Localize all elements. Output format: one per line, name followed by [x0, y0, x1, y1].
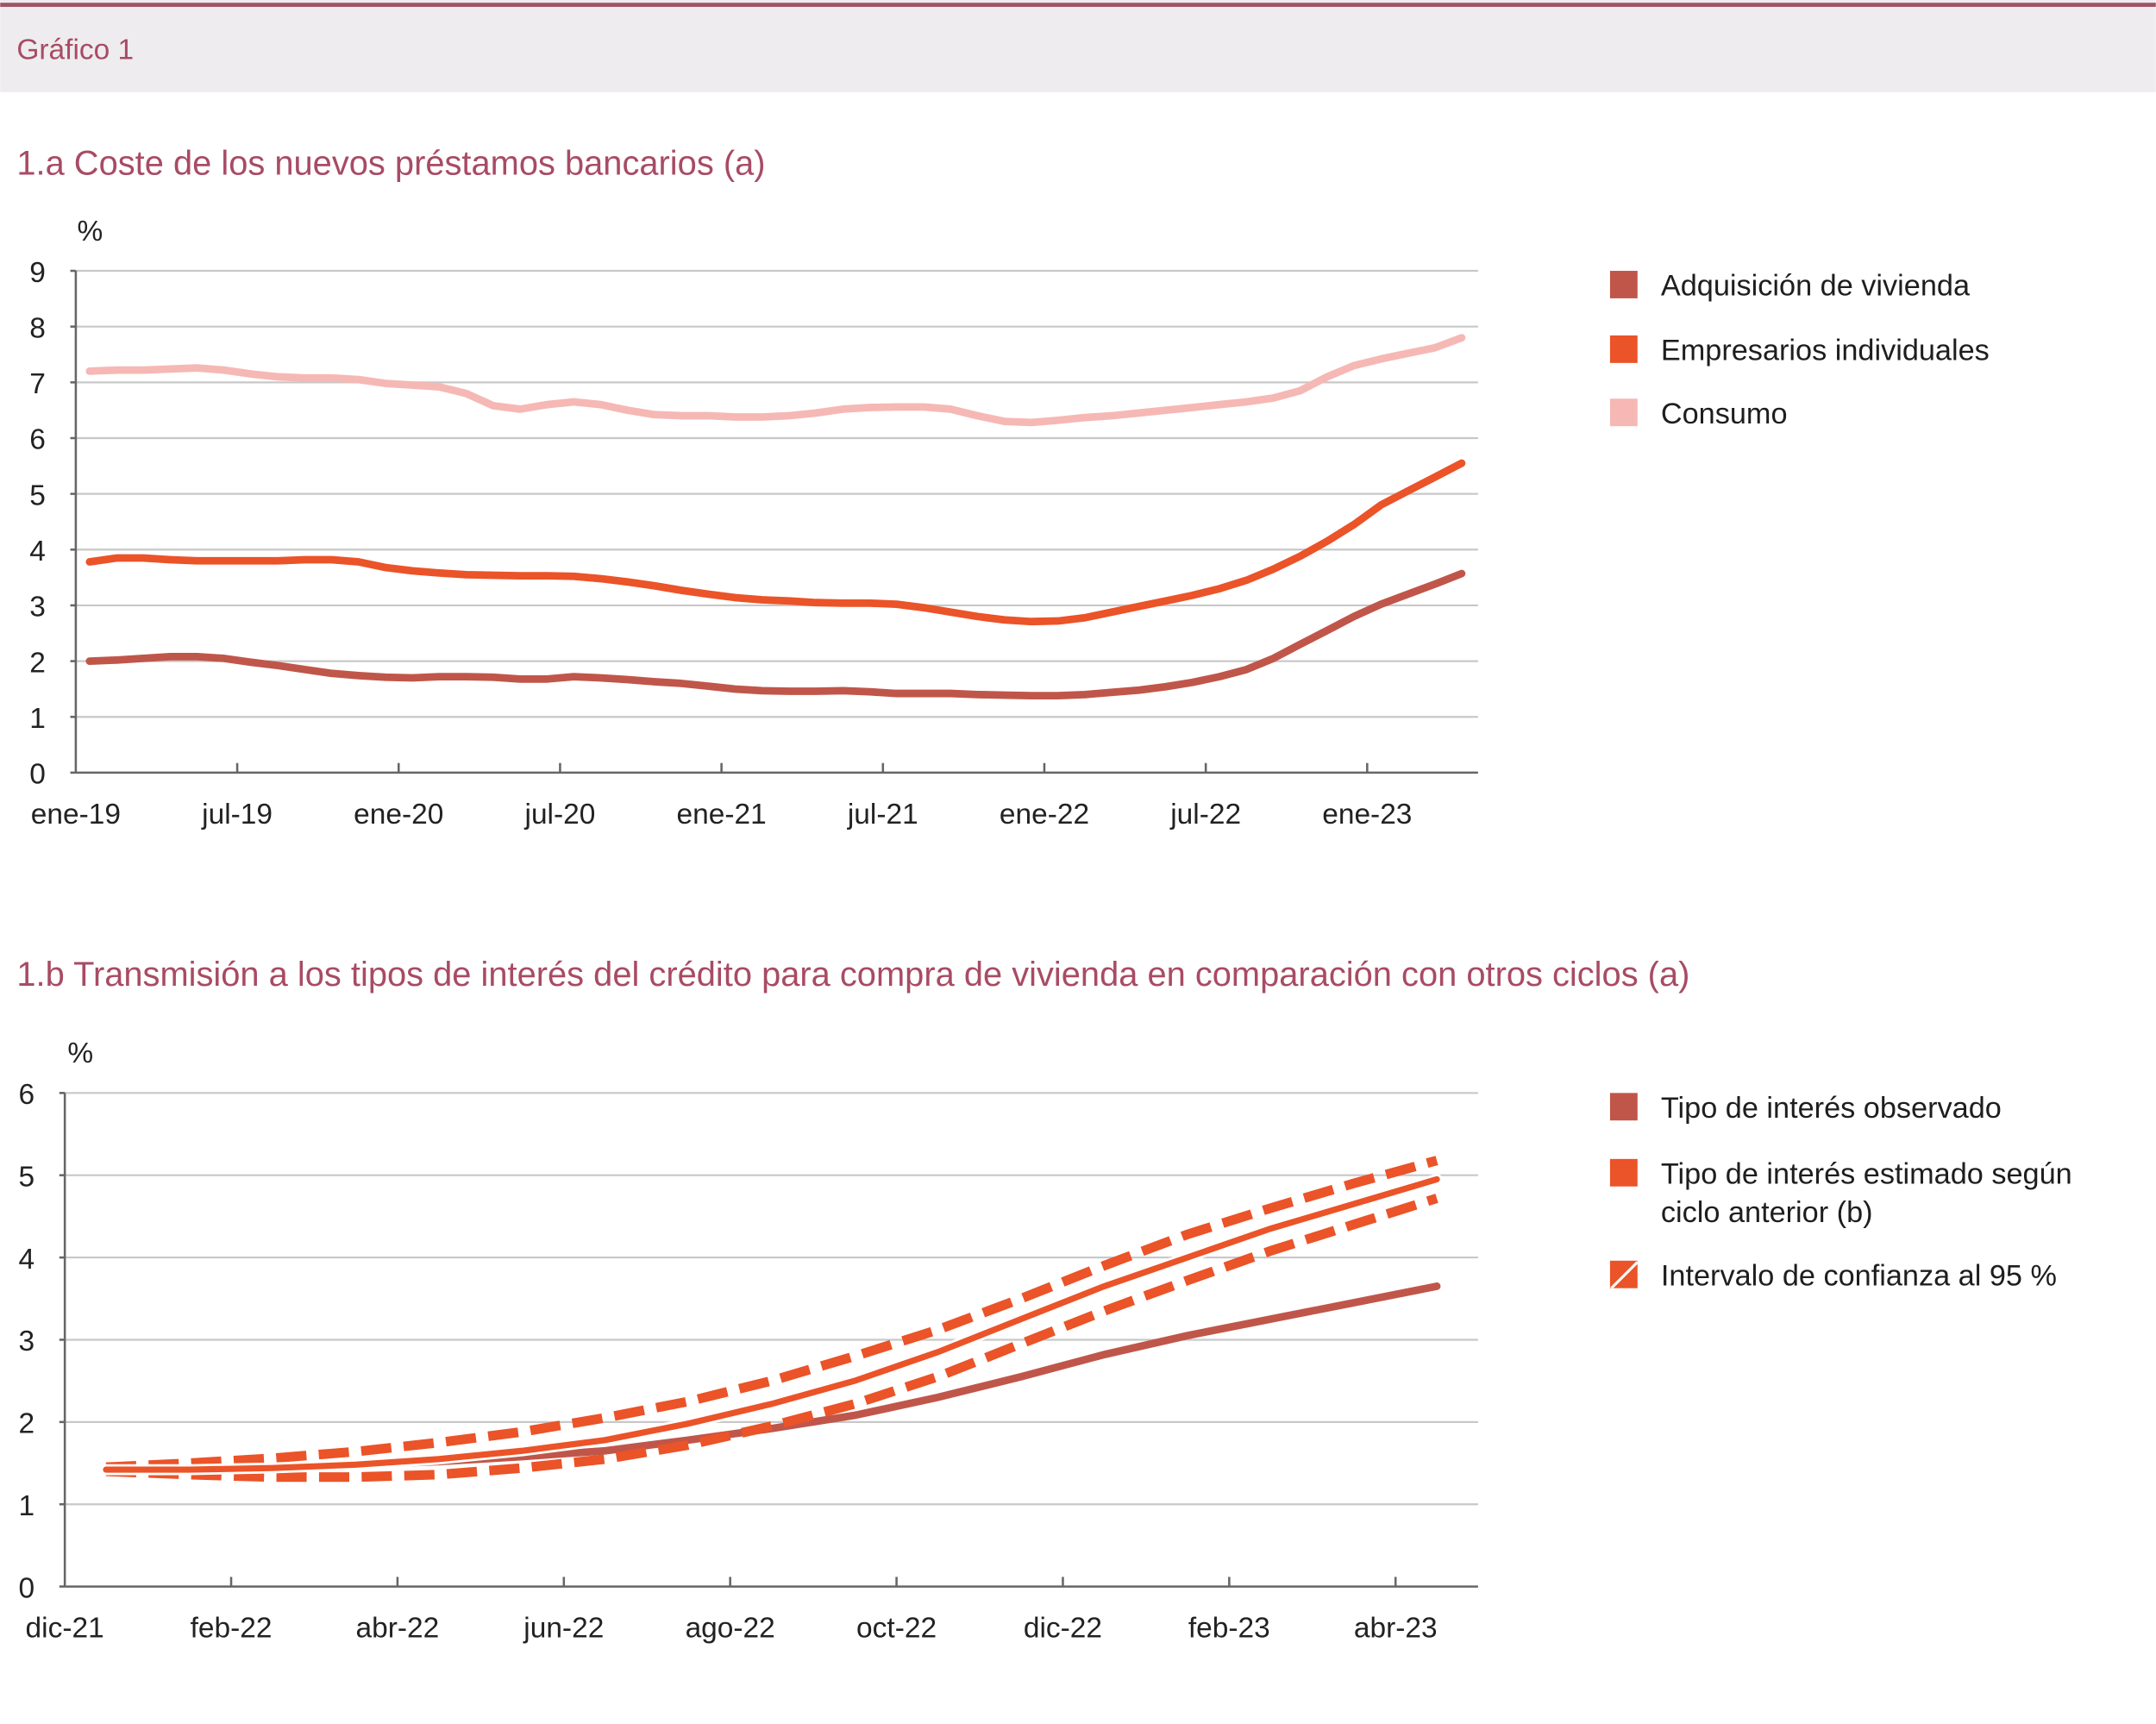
y-tick-label: 5	[18, 1161, 34, 1193]
y-tick-label: 6	[29, 424, 46, 456]
y-tick-label: 3	[29, 592, 46, 624]
series-consumo-line	[85, 334, 1466, 427]
y-tick-label: 8	[29, 312, 46, 344]
x-tick-label: jul-19	[201, 799, 273, 831]
y-tick-label: 0	[18, 1572, 34, 1604]
series-estimado-line	[103, 1175, 1440, 1473]
y-tick-label: 1	[29, 703, 46, 735]
chart-a-ylabel: %	[77, 216, 103, 248]
series-observado-line	[102, 1282, 1441, 1474]
x-tick-label: jun-22	[523, 1613, 604, 1645]
chart-b-ylabel: %	[67, 1038, 93, 1069]
x-tick-label: feb-22	[191, 1613, 273, 1645]
legend-swatch-estimado	[1609, 1158, 1638, 1187]
y-tick-label: 6	[18, 1079, 34, 1111]
y-tick-label: 7	[29, 368, 46, 400]
header-top-rule	[0, 3, 2156, 7]
y-tick-label: 9	[29, 257, 46, 289]
header-label: Gráfico 1	[16, 34, 134, 66]
confidence-upper-line	[105, 1156, 1438, 1472]
x-tick-label: ago-22	[686, 1613, 775, 1645]
y-tick-label: 2	[29, 647, 46, 679]
x-tick-label: jul-21	[847, 799, 918, 831]
confidence-lower-line	[105, 1194, 1438, 1483]
y-tick-label: 2	[18, 1408, 34, 1440]
legend-label: Consumo	[1661, 398, 1788, 430]
header-band	[0, 0, 2156, 92]
chart-a-legend: Adquisición de vivienda Empresarios indi…	[1609, 270, 1990, 430]
x-tick-label: ene-20	[354, 799, 443, 831]
x-tick-label: ene-22	[1000, 799, 1089, 831]
x-tick-label: abr-22	[356, 1613, 440, 1645]
x-tick-label: dic-22	[1024, 1613, 1102, 1645]
legend-swatch-vivienda	[1609, 271, 1638, 298]
legend-label: ciclo anterior (b)	[1661, 1196, 1873, 1229]
y-tick-label: 4	[29, 536, 46, 567]
x-tick-label: feb-23	[1188, 1613, 1270, 1645]
legend-label: Adquisición de vivienda	[1661, 270, 1971, 303]
series-empresarios-line	[85, 459, 1466, 626]
x-tick-label: ene-19	[31, 799, 121, 831]
x-tick-label: ene-23	[1322, 799, 1412, 831]
y-tick-label: 4	[18, 1244, 34, 1276]
y-tick-label: 1	[18, 1490, 34, 1522]
legend-swatch-consumo	[1609, 398, 1638, 427]
legend-label: Intervalo de confianza al 95 %	[1661, 1259, 2057, 1292]
x-tick-label: jul-22	[1169, 799, 1241, 831]
x-tick-label: ene-21	[677, 799, 767, 831]
chart-a-title: 1.a Coste de los nuevos préstamos bancar…	[16, 144, 765, 182]
legend-label: Tipo de interés observado	[1661, 1092, 2002, 1125]
chart-a-plot: 0 1 2 3 4 5 6 7 8 9 ene-19 jul-19 ene-20 jul-20 ene-21…	[29, 257, 1478, 831]
legend-swatch-empresarios	[1609, 335, 1638, 363]
legend-label: Tipo de interés estimado según	[1661, 1158, 2072, 1191]
chart-b-legend: Tipo de interés observado Tipo de interé…	[1609, 1092, 2072, 1292]
series-vivienda-line	[85, 569, 1466, 699]
x-tick-label: oct-22	[856, 1613, 937, 1645]
confidence-interval-icon	[1609, 1260, 1639, 1289]
chart-b-title: 1.b Transmisión a los tipos de interés d…	[16, 956, 1689, 994]
x-tick-label: abr-23	[1354, 1613, 1438, 1645]
legend-swatch-observado	[1609, 1093, 1638, 1121]
x-tick-label: jul-20	[524, 799, 596, 831]
legend-label: Empresarios individuales	[1661, 335, 1990, 367]
x-tick-label: dic-21	[26, 1613, 104, 1645]
y-tick-label: 0	[29, 759, 46, 791]
y-tick-label: 3	[18, 1326, 34, 1357]
y-tick-label: 5	[29, 480, 46, 511]
chart-b-plot: 0 1 2 3 4 5 6 dic-21 feb-22 abr-22 jun-22 ago-22 oct…	[18, 1079, 1478, 1645]
